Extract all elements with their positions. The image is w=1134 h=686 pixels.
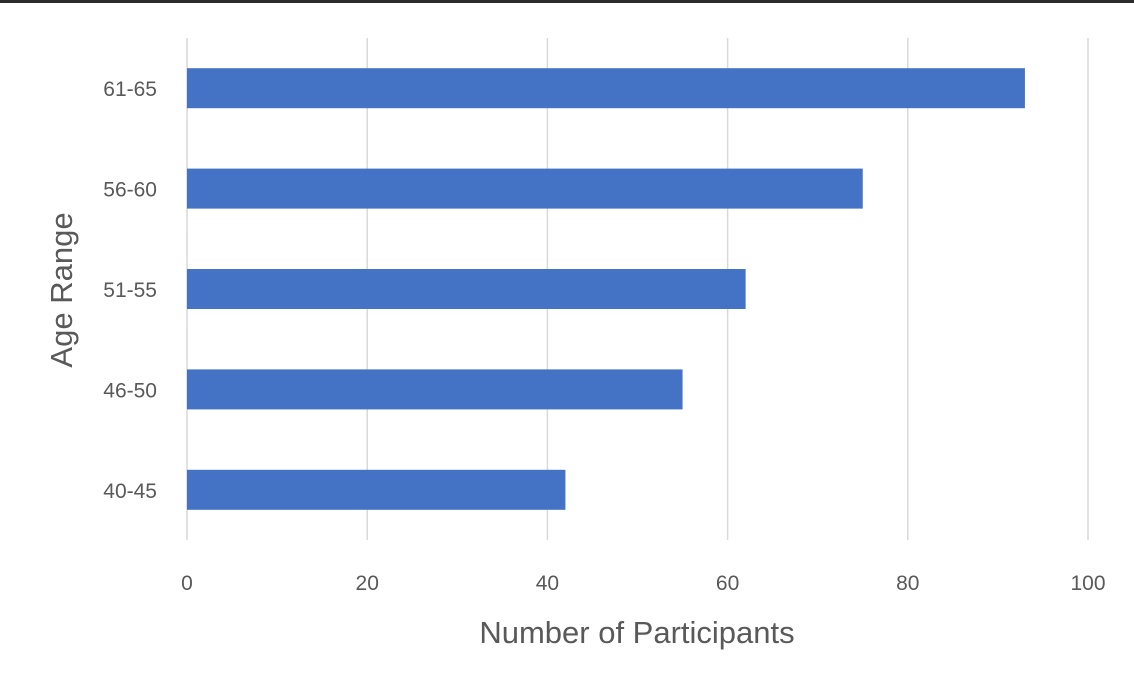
y-tick-label: 40-45 bbox=[103, 480, 157, 503]
y-tick-label: 56-60 bbox=[103, 179, 157, 202]
y-axis-title: Age Range bbox=[44, 212, 79, 367]
x-tick-label: 20 bbox=[356, 572, 379, 595]
y-tick-label: 51-55 bbox=[103, 279, 157, 302]
bar-51-55 bbox=[187, 269, 746, 309]
x-tick-label: 0 bbox=[181, 572, 193, 595]
x-axis-title: Number of Participants bbox=[479, 615, 794, 650]
y-tick-label: 61-65 bbox=[103, 78, 157, 101]
bar-46-50 bbox=[187, 369, 683, 410]
x-tick-label: 100 bbox=[1070, 572, 1105, 595]
bar-56-60 bbox=[187, 168, 863, 209]
x-tick-labels: 0 20 40 60 80 100 bbox=[181, 572, 1105, 595]
bars bbox=[187, 68, 1025, 510]
y-tick-label: 46-50 bbox=[103, 379, 157, 402]
bar-40-45 bbox=[187, 469, 566, 510]
top-border bbox=[0, 0, 1134, 3]
x-tick-label: 40 bbox=[536, 572, 559, 595]
bar-61-65 bbox=[187, 68, 1025, 109]
gridlines bbox=[186, 38, 1089, 540]
x-tick-label: 60 bbox=[716, 572, 739, 595]
x-tick-label: 80 bbox=[896, 572, 919, 595]
y-tick-labels: 40-45 46-50 51-55 56-60 61-65 bbox=[103, 78, 157, 503]
